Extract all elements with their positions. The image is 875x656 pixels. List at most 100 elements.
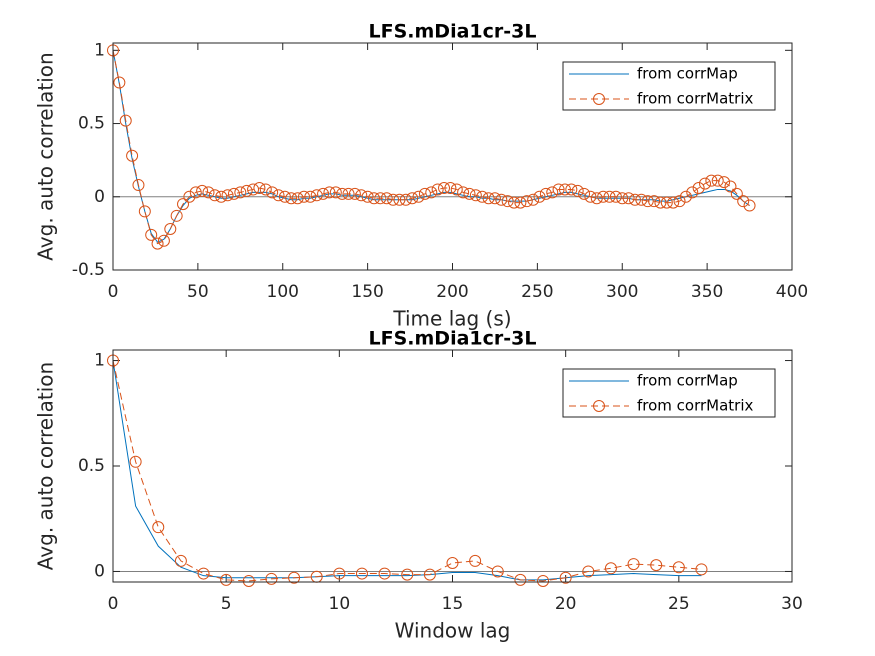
data-point <box>304 190 317 203</box>
y-tick-label: 1 <box>94 351 105 371</box>
x-tick-label: 250 <box>521 282 553 302</box>
axes-box <box>112 42 793 271</box>
data-point <box>361 190 374 203</box>
data-point <box>457 186 470 199</box>
x-tick-label: 0 <box>108 594 119 614</box>
chart-title: LFS.mDia1cr-3L <box>369 328 537 350</box>
data-point <box>355 189 368 202</box>
data-point <box>288 571 301 584</box>
data-point <box>126 149 139 162</box>
axes: 0 50 100 150 200 250 300 350 400-0.500.51LFS.mDi… <box>34 21 809 331</box>
x-tick-label: 15 <box>442 594 464 614</box>
data-point <box>387 193 400 206</box>
data-point <box>654 196 667 209</box>
x-tick-label: 150 <box>351 282 383 302</box>
data-point <box>208 189 221 202</box>
data-point <box>495 193 508 206</box>
axes: 0 5 10 15 20 25 30 0 0.5 1 LFS.mDia1cr-3L Window la… <box>34 328 803 643</box>
data-point <box>177 198 190 211</box>
y-tick-label: 0 <box>94 561 105 581</box>
series-line <box>112 360 702 582</box>
data-point <box>196 184 209 197</box>
data-point <box>533 190 546 203</box>
data-point <box>336 187 349 200</box>
data-point <box>627 558 640 571</box>
y-tick-label: 0.5 <box>78 114 105 134</box>
chart-title: LFS.mDia1cr-3L <box>369 21 537 43</box>
legend-box <box>562 368 776 418</box>
legend-label: from corrMatrix <box>637 90 754 108</box>
data-point <box>215 190 228 203</box>
data-point <box>329 186 342 199</box>
data-point <box>590 192 603 205</box>
data-point <box>641 195 654 208</box>
y-tick-label: 0.5 <box>78 456 105 476</box>
data-point <box>578 187 591 200</box>
x-axis-label: Time lag (s) <box>392 307 511 331</box>
data-point <box>527 193 540 206</box>
legend-marker <box>593 400 605 412</box>
y-axis-label: Avg. auto correlation <box>34 362 58 570</box>
data-point <box>469 189 482 202</box>
x-tick-label: 30 <box>781 594 803 614</box>
data-point <box>278 190 291 203</box>
data-point <box>476 190 489 203</box>
data-point <box>695 563 708 576</box>
data-point <box>291 192 304 205</box>
data-point <box>488 192 501 205</box>
data-point <box>508 196 521 209</box>
data-point <box>584 190 597 203</box>
data-point <box>482 192 495 205</box>
series-line <box>112 50 750 245</box>
data-point <box>539 187 552 200</box>
series-line <box>112 360 702 581</box>
data-point <box>401 568 414 581</box>
data-point <box>635 193 648 206</box>
x-tick-label: 100 <box>267 282 299 302</box>
data-point <box>285 192 298 205</box>
data-point <box>197 567 210 580</box>
data-point <box>692 181 705 194</box>
x-tick-label: 50 <box>187 282 209 302</box>
data-point <box>266 186 279 199</box>
data-point <box>537 574 550 587</box>
data-point <box>157 234 170 247</box>
data-point <box>202 186 215 199</box>
data-point <box>463 187 476 200</box>
x-tick-label: 350 <box>691 282 723 302</box>
x-tick-label: 400 <box>776 282 808 302</box>
data-point <box>660 196 673 209</box>
data-point <box>380 192 393 205</box>
data-point <box>730 187 743 200</box>
data-point <box>603 190 616 203</box>
data-point <box>667 196 680 209</box>
data-point <box>297 190 310 203</box>
data-point <box>425 186 438 199</box>
data-point <box>227 187 240 200</box>
data-point <box>514 196 527 209</box>
data-point <box>546 186 559 199</box>
legend-label: from corrMap <box>637 372 738 390</box>
data-point <box>152 521 165 534</box>
x-tick-label: 25 <box>668 594 690 614</box>
data-point <box>247 183 260 196</box>
data-point <box>469 554 482 567</box>
data-point <box>648 195 661 208</box>
data-point <box>145 228 158 241</box>
legend-label: from corrMap <box>637 65 738 83</box>
data-point <box>399 193 412 206</box>
data-point <box>672 561 685 574</box>
x-axis-label: Window lag <box>395 619 511 643</box>
data-point <box>240 184 253 197</box>
data-point <box>418 187 431 200</box>
data-point <box>342 187 355 200</box>
data-point <box>220 573 233 586</box>
x-tick-label: 10 <box>329 594 351 614</box>
data-point <box>183 190 196 203</box>
data-point <box>323 186 336 199</box>
data-point <box>132 179 145 192</box>
legend-box <box>562 61 776 111</box>
data-point <box>423 568 436 581</box>
